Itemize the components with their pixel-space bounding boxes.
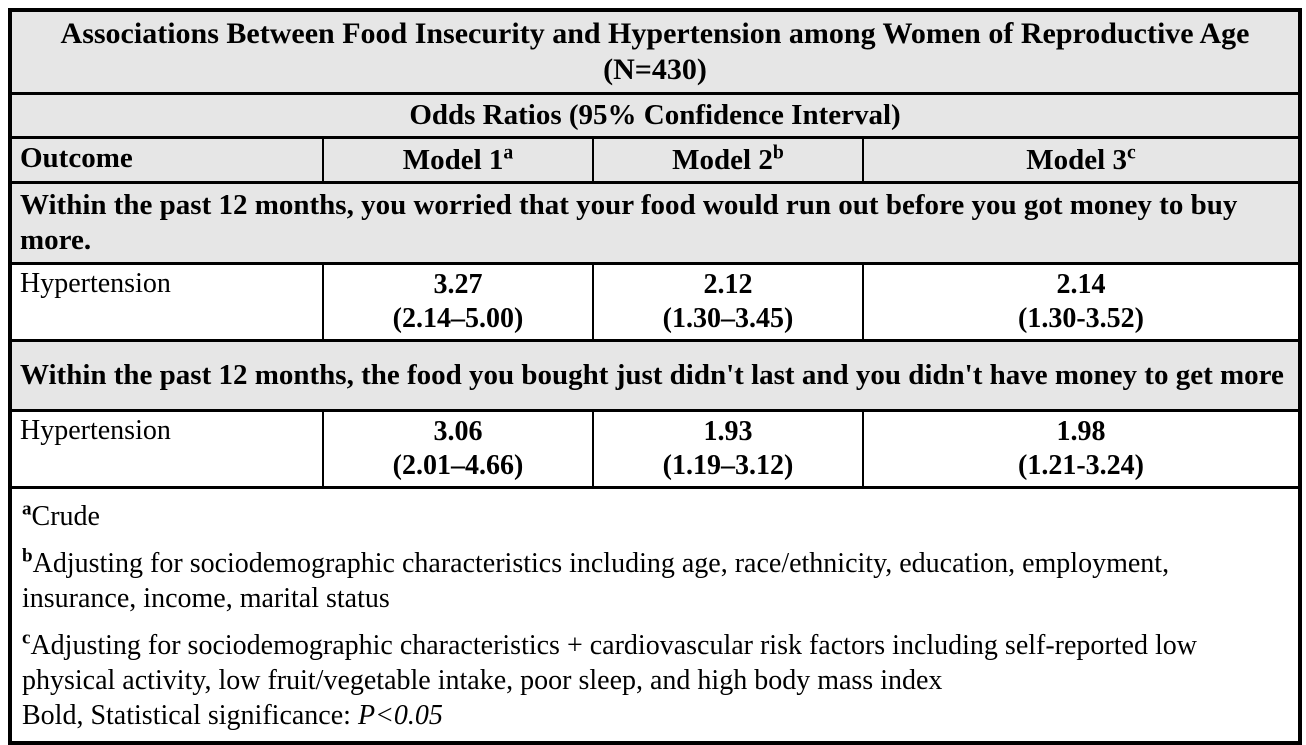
confidence-interval: (1.30–3.45) [662, 302, 794, 334]
model-2-superscript: b [772, 140, 784, 163]
column-header-model-3: Model 3c [861, 136, 1302, 184]
section-2-question: Within the past 12 months, the food you … [8, 338, 1302, 412]
section-1-model-1-cell: 3.27 (2.14–5.00) [322, 261, 594, 342]
section-2-model-1-cell: 3.06 (2.01–4.66) [322, 408, 594, 490]
section-1-model-3-cell: 2.14 (1.30-3.52) [861, 261, 1302, 342]
footnote-b-text: Adjusting for sociodemographic character… [22, 548, 1170, 615]
footnotes-row: aCrude bAdjusting for sociodemographic c… [8, 486, 1302, 745]
section-2-data-row: Hypertension 3.06 (2.01–4.66) 1.93 (1.19… [9, 408, 1302, 490]
footnotes-block: aCrude bAdjusting for sociodemographic c… [8, 486, 1302, 745]
document-page: Associations Between Food Insecurity and… [8, 8, 1303, 745]
footnote-a-superscript: a [22, 498, 32, 520]
section-2-model-3-cell: 1.98 (1.21-3.24) [861, 408, 1302, 490]
significance-note: Bold, Statistical significance: P<0.05 [22, 698, 1286, 733]
confidence-interval: (2.01–4.66) [392, 450, 524, 482]
section-2-outcome-label: Hypertension [9, 408, 324, 490]
column-header-model-1: Model 1a [322, 136, 594, 184]
results-table: Associations Between Food Insecurity and… [8, 8, 1303, 745]
confidence-interval: (1.19–3.12) [662, 450, 794, 482]
footnote-c-text: Adjusting for sociodemographic character… [22, 630, 1197, 697]
model-2-label: Model 2 [672, 143, 773, 176]
model-3-label: Model 3 [1026, 143, 1127, 176]
section-1-outcome-label: Hypertension [9, 261, 324, 342]
footnote-c-superscript: c [22, 627, 31, 649]
column-header-outcome: Outcome [9, 136, 324, 184]
odds-ratio-value: 2.12 [703, 268, 753, 300]
title-row: Associations Between Food Insecurity and… [8, 8, 1302, 95]
column-header-row: Outcome Model 1a Model 2b Model 3c [9, 136, 1302, 184]
confidence-interval: (1.30-3.52) [1018, 302, 1144, 334]
confidence-interval: (1.21-3.24) [1018, 450, 1144, 482]
column-header-model-2: Model 2b [592, 136, 864, 184]
confidence-interval: (2.14–5.00) [392, 302, 524, 334]
table-subtitle: Odds Ratios (95% Confidence Interval) [8, 92, 1302, 139]
significance-label: Bold, Statistical significance: [22, 700, 358, 732]
section-1-data-row: Hypertension 3.27 (2.14–5.00) 2.12 (1.30… [9, 261, 1302, 342]
footnote-c: cAdjusting for sociodemographic characte… [22, 628, 1286, 698]
section-2-model-2-cell: 1.93 (1.19–3.12) [592, 408, 864, 490]
footnote-b: bAdjusting for sociodemographic characte… [22, 546, 1286, 616]
section-1-question: Within the past 12 months, you worried t… [8, 181, 1302, 265]
section-2-question-row: Within the past 12 months, the food you … [8, 338, 1302, 412]
section-1-model-2-cell: 2.12 (1.30–3.45) [592, 261, 864, 342]
odds-ratio-value: 1.98 [1056, 415, 1106, 447]
odds-ratio-value: 3.06 [433, 415, 483, 447]
odds-ratio-value: 3.27 [433, 268, 483, 300]
table-title: Associations Between Food Insecurity and… [8, 8, 1302, 95]
subtitle-row: Odds Ratios (95% Confidence Interval) [8, 92, 1302, 139]
model-3-superscript: c [1126, 140, 1136, 163]
footnote-a: aCrude [22, 499, 1286, 534]
footnote-a-text: Crude [31, 501, 100, 533]
section-1-question-row: Within the past 12 months, you worried t… [8, 181, 1302, 265]
odds-ratio-value: 2.14 [1056, 268, 1106, 300]
odds-ratio-value: 1.93 [703, 415, 753, 447]
model-1-superscript: a [503, 140, 514, 163]
significance-p-value: P<0.05 [357, 700, 443, 732]
footnote-b-superscript: b [22, 545, 33, 567]
model-1-label: Model 1 [402, 143, 504, 176]
